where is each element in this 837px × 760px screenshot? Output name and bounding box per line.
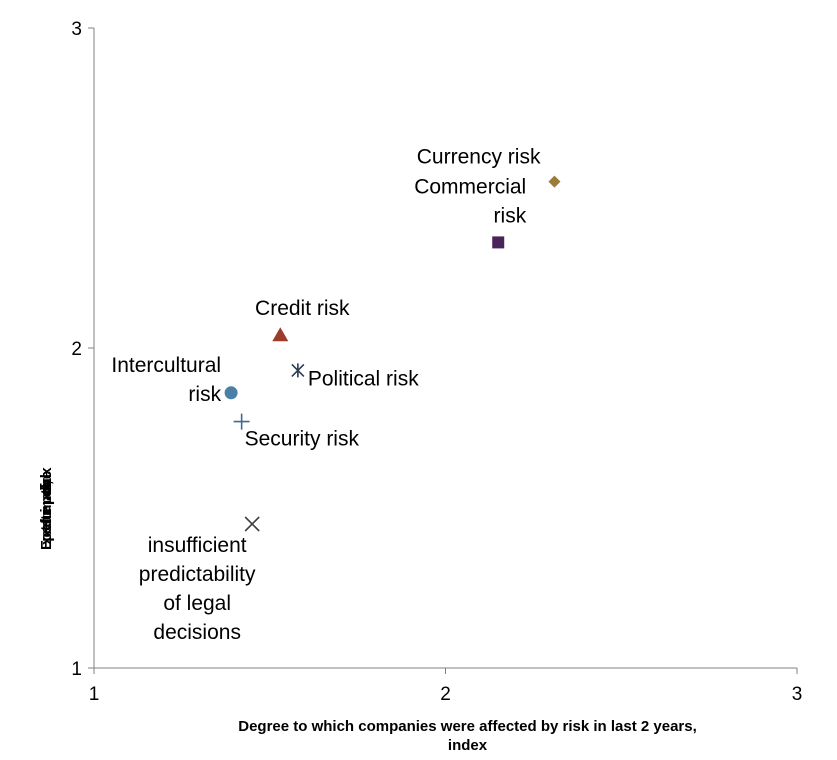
x-tick-labels: 1 2 3 <box>89 684 803 705</box>
point-security-risk <box>233 413 250 430</box>
point-label: Intercultural risk <box>111 354 221 406</box>
axes <box>88 27 798 674</box>
x-tick-label: 3 <box>792 684 803 705</box>
point-label: Currency risk <box>417 146 541 169</box>
point-currency-risk <box>548 175 561 188</box>
y-tick-label: 1 <box>71 659 82 680</box>
x-tick-label: 2 <box>440 684 451 705</box>
y-tick-labels: 1 2 3 <box>71 19 82 680</box>
y-tick-label: 3 <box>71 19 82 40</box>
point-label: Credit risk <box>255 297 350 320</box>
point-intercultural-risk <box>224 386 238 400</box>
point-political-risk <box>291 363 305 378</box>
point-label: Security risk <box>245 428 360 451</box>
point-credit-risk <box>272 327 289 342</box>
y-axis-title: Expected future impact of risk, index <box>38 472 55 550</box>
point-label: Political risk <box>308 367 419 390</box>
point-labels: Currency risk Commercial risk Credit risk Po… <box>111 146 541 644</box>
x-tick-label: 1 <box>89 684 100 705</box>
y-tick-label: 2 <box>71 339 82 360</box>
point-insufficient-predictability-of-legal-decisions <box>244 516 260 532</box>
point-label: insufficient predictability of legal decisi… <box>139 534 256 644</box>
data-points <box>224 175 561 532</box>
point-commercial-risk <box>492 236 505 249</box>
x-axis-title: Degree to which companies were affected … <box>238 718 697 754</box>
point-label: Commercial risk <box>414 175 527 227</box>
